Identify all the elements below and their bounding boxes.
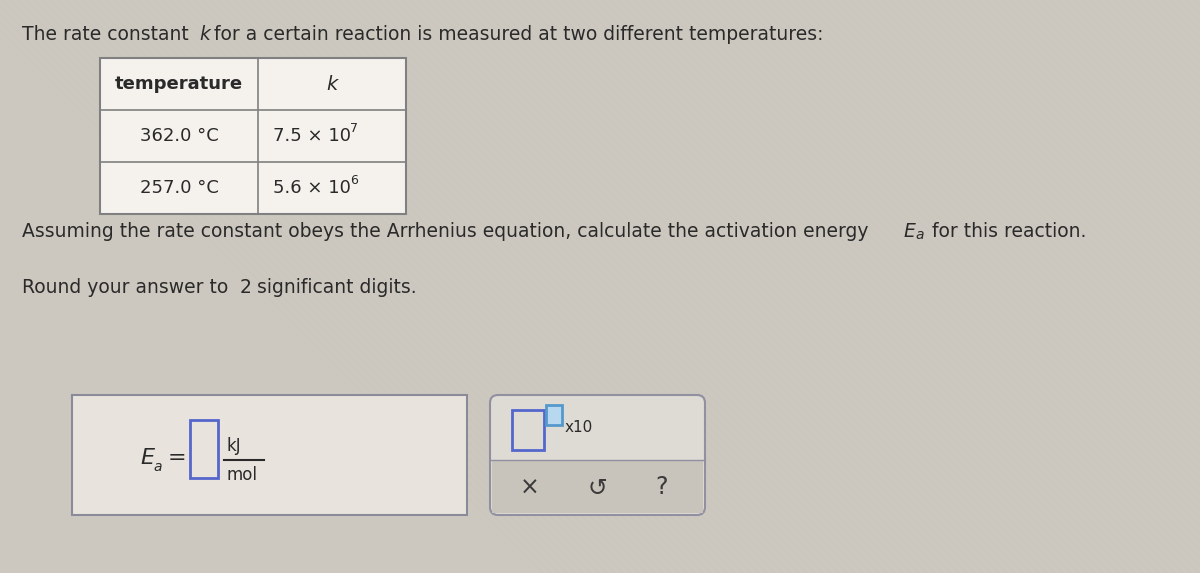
Text: Round your answer to: Round your answer to (22, 278, 234, 297)
Text: 257.0 °C: 257.0 °C (139, 179, 218, 197)
Bar (100, 58, 406, 214)
Text: =: = (168, 448, 187, 468)
Text: a: a (154, 460, 162, 474)
FancyBboxPatch shape (490, 395, 706, 515)
Text: The rate constant: The rate constant (22, 25, 194, 44)
Text: 6: 6 (350, 174, 358, 186)
Text: ?: ? (655, 476, 668, 500)
Text: significant digits.: significant digits. (251, 278, 416, 297)
Text: for this reaction.: for this reaction. (926, 222, 1086, 241)
Text: k: k (199, 25, 210, 44)
Text: x10: x10 (565, 420, 593, 435)
Text: 362.0 °C: 362.0 °C (139, 127, 218, 145)
Text: 7: 7 (350, 121, 358, 135)
Text: 2: 2 (240, 278, 252, 297)
Bar (492, 460, 703, 513)
Text: for a certain reaction is measured at two different temperatures:: for a certain reaction is measured at tw… (208, 25, 823, 44)
Text: ×: × (520, 476, 540, 500)
Text: E: E (140, 448, 154, 468)
Bar (512, 410, 544, 450)
Text: a: a (916, 228, 924, 242)
Text: mol: mol (226, 466, 257, 484)
Text: temperature: temperature (115, 75, 244, 93)
Text: 5.6 × 10: 5.6 × 10 (274, 179, 350, 197)
Text: E: E (904, 222, 916, 241)
Text: 7.5 × 10: 7.5 × 10 (274, 127, 352, 145)
Bar (72, 395, 467, 515)
Bar (546, 405, 562, 425)
Text: k: k (326, 74, 337, 93)
Text: Assuming the rate constant obeys the Arrhenius equation, calculate the activatio: Assuming the rate constant obeys the Arr… (22, 222, 875, 241)
Bar (190, 420, 218, 478)
Text: ↺: ↺ (587, 476, 607, 500)
Text: kJ: kJ (226, 437, 241, 455)
